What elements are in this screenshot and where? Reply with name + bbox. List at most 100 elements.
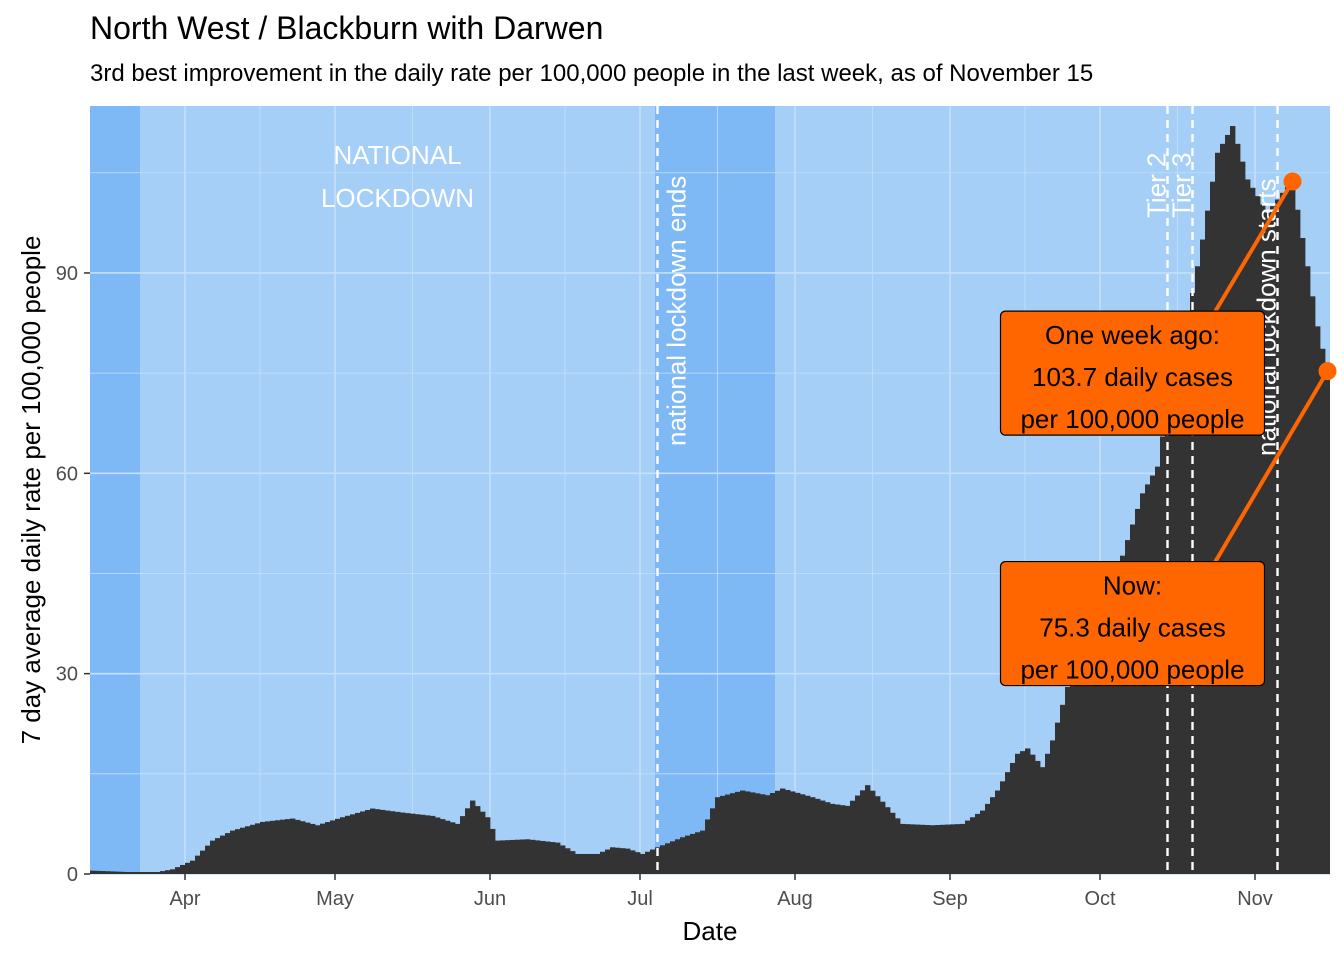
bar xyxy=(1125,540,1131,874)
bar xyxy=(905,824,911,874)
bar xyxy=(1040,767,1046,874)
bar xyxy=(1245,179,1251,874)
bar xyxy=(265,821,271,874)
bar xyxy=(695,832,701,874)
bar xyxy=(755,793,761,874)
bar xyxy=(1005,772,1011,874)
bar xyxy=(500,840,506,874)
bar xyxy=(390,811,396,874)
bar xyxy=(970,817,976,874)
bar xyxy=(585,853,591,874)
one-week-ago-point xyxy=(1283,172,1302,191)
bar xyxy=(590,853,596,874)
bar xyxy=(290,818,296,874)
bar xyxy=(825,802,831,874)
bar xyxy=(560,845,566,874)
bar xyxy=(850,800,856,874)
bar xyxy=(890,812,896,874)
bar xyxy=(350,814,356,874)
bar xyxy=(805,795,811,874)
bar xyxy=(90,870,96,874)
bar xyxy=(185,862,191,874)
bar xyxy=(1300,238,1306,874)
bar xyxy=(505,840,511,874)
bar xyxy=(735,791,741,874)
bar xyxy=(845,805,851,874)
bar xyxy=(490,828,496,874)
bar xyxy=(685,835,691,874)
bar xyxy=(1090,644,1096,874)
bar xyxy=(565,848,571,874)
bar xyxy=(750,792,756,874)
bar xyxy=(575,853,581,874)
lockdown-region-label: NATIONAL xyxy=(333,140,461,170)
bar xyxy=(295,819,301,874)
y-tick-label: 0 xyxy=(67,864,78,886)
bar xyxy=(1265,212,1271,874)
bar xyxy=(160,871,166,874)
bar xyxy=(495,840,501,874)
bar xyxy=(395,811,401,874)
bar xyxy=(125,871,131,874)
bar xyxy=(675,839,681,874)
now-callout-line: 75.3 daily cases xyxy=(1039,613,1225,643)
bar xyxy=(1035,760,1041,874)
bar xyxy=(1060,704,1066,874)
bar xyxy=(1095,640,1101,874)
bar xyxy=(1210,181,1216,874)
bar xyxy=(930,825,936,874)
bar xyxy=(570,851,576,874)
bar xyxy=(210,840,216,874)
bar xyxy=(880,801,886,874)
bar xyxy=(165,870,171,874)
bar xyxy=(1055,722,1061,874)
now-callout-line: Now: xyxy=(1103,571,1162,601)
bar xyxy=(405,813,411,874)
bar xyxy=(630,850,636,874)
bar xyxy=(875,796,881,874)
bar xyxy=(400,812,406,874)
one-week-ago-callout-box xyxy=(999,310,1266,436)
bar xyxy=(235,829,241,874)
bar xyxy=(215,838,221,874)
bar xyxy=(700,830,706,874)
one-week-ago-callout-line: 103.7 daily cases xyxy=(1032,362,1233,392)
bar xyxy=(985,803,991,874)
bar xyxy=(370,808,376,874)
bar xyxy=(855,795,861,874)
now-connector xyxy=(1207,370,1330,573)
bar xyxy=(310,823,316,874)
bar xyxy=(1200,239,1206,874)
chart-subtitle: 3rd best improvement in the daily rate p… xyxy=(90,60,1094,87)
bar xyxy=(640,853,646,874)
bar xyxy=(470,800,476,874)
y-tick-label: 60 xyxy=(56,463,78,485)
bar xyxy=(280,819,286,874)
bar xyxy=(870,790,876,874)
bar xyxy=(340,817,346,874)
bar xyxy=(1250,187,1256,874)
bar xyxy=(530,839,536,874)
bar xyxy=(1020,751,1026,874)
bar xyxy=(1110,586,1116,874)
bar xyxy=(380,809,386,874)
bar xyxy=(190,860,196,874)
bar xyxy=(1220,143,1226,874)
bar xyxy=(1290,181,1296,874)
now-callout-line: per 100,000 people xyxy=(1020,655,1244,685)
shaded-region-1 xyxy=(140,106,655,874)
bar xyxy=(325,822,331,874)
bar xyxy=(240,827,246,874)
y-axis-title: 7 day average daily rate per 100,000 peo… xyxy=(16,236,46,745)
bar xyxy=(225,833,231,874)
bar xyxy=(245,826,251,874)
bar xyxy=(1225,134,1231,874)
x-tick-label: Sep xyxy=(932,888,968,910)
x-tick-label: Jul xyxy=(627,888,653,910)
bar xyxy=(445,820,451,874)
bar xyxy=(450,822,456,874)
bar xyxy=(950,824,956,874)
bar xyxy=(935,825,941,874)
bar xyxy=(635,852,641,874)
bar xyxy=(1045,753,1051,874)
